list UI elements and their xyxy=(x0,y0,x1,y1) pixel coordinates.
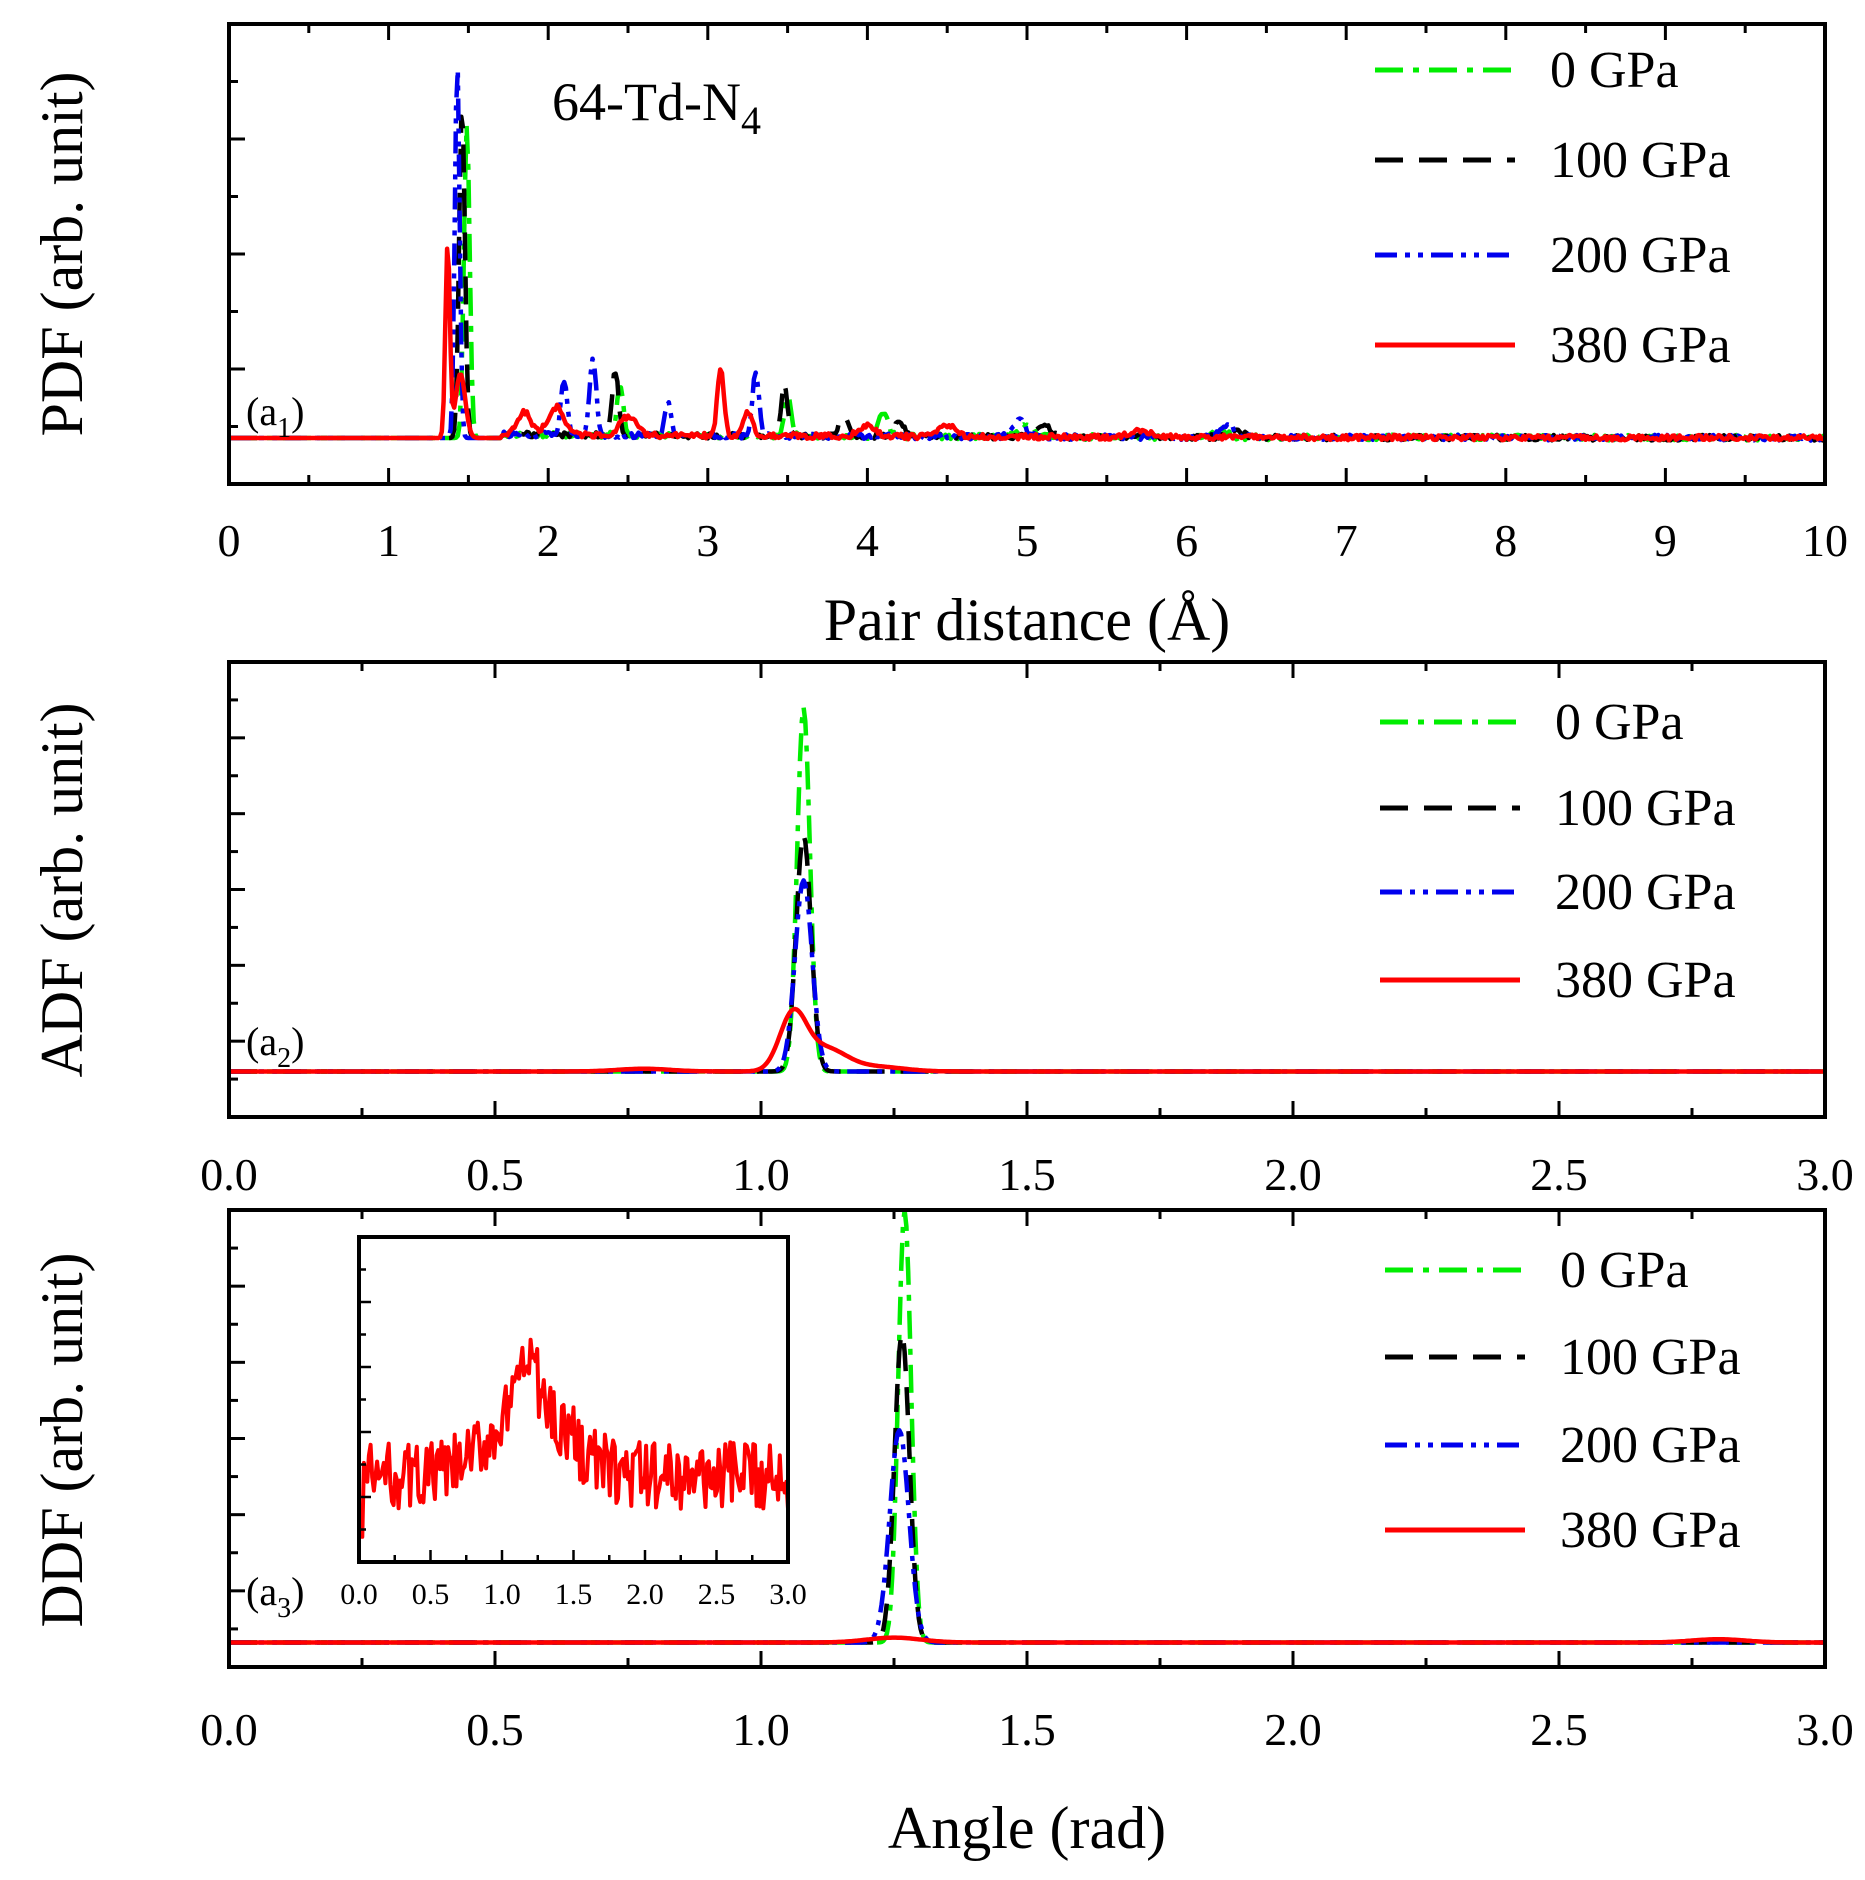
legend-entry-label: 200 GPa xyxy=(1550,227,1731,284)
x-tick-label: 2.0 xyxy=(1264,1704,1322,1755)
x-tick-label: 0 xyxy=(218,515,241,566)
x-tick-label: 6 xyxy=(1175,515,1198,566)
legend-entry-label: 380 GPa xyxy=(1555,952,1736,1009)
x-tick-label: 1.0 xyxy=(732,1704,790,1755)
x-tick-label: 1 xyxy=(377,515,400,566)
x-tick-label: 3 xyxy=(696,515,719,566)
pdf-curves xyxy=(229,67,1825,443)
pdf-tick-labels: 0 1 2 3 4 5 6 7 8 9 10 xyxy=(218,515,1849,566)
inset-x-tick-label: 0.0 xyxy=(340,1578,378,1611)
inset-series-line xyxy=(358,1337,790,1539)
x-tick-label: 1.5 xyxy=(998,1149,1056,1200)
adf-tick-labels: 0.0 0.5 1.0 1.5 2.0 2.5 3.0 xyxy=(200,1149,1854,1200)
inset-x-tick-label: 3.0 xyxy=(769,1578,807,1611)
inset-curve xyxy=(358,1337,790,1539)
legend-entry-label: 0 GPa xyxy=(1555,694,1684,751)
adf-legend: 0 GPa 100 GPa 200 GPa 380 GPa xyxy=(1380,694,1736,1009)
pdf-panel-tag: (a1) xyxy=(246,389,304,444)
x-tick-label: 0.5 xyxy=(466,1704,524,1755)
pdf-ylabel: PDF (arb. unit) xyxy=(29,72,95,437)
x-tick-label: 0.0 xyxy=(200,1149,258,1200)
adf-panel-tag: (a2) xyxy=(246,1019,304,1074)
legend-entry-label: 100 GPa xyxy=(1560,1329,1741,1386)
ddf-tick-labels: 0.0 0.5 1.0 1.5 2.0 2.5 3.0 xyxy=(200,1704,1854,1755)
inset-x-tick-label: 2.5 xyxy=(698,1578,736,1611)
inset-x-tick-label: 0.5 xyxy=(412,1578,450,1611)
series-line-380-gpa xyxy=(229,1006,1825,1074)
ddf-inset: 0.0 0.5 1.0 1.5 2.0 2.5 3.0 xyxy=(340,1235,807,1611)
series-line-380-gpa xyxy=(229,1635,1825,1645)
x-tick-label: 9 xyxy=(1654,515,1677,566)
x-tick-label: 1.5 xyxy=(998,1704,1056,1755)
x-tick-label: 1.0 xyxy=(732,1149,790,1200)
x-tick-label: 4 xyxy=(856,515,879,566)
legend-entry-label: 0 GPa xyxy=(1560,1242,1689,1299)
x-tick-label: 0.0 xyxy=(200,1704,258,1755)
adf-ylabel: ADF (arb. unit) xyxy=(29,703,95,1078)
legend-entry-label: 100 GPa xyxy=(1550,132,1731,189)
x-tick-label: 2 xyxy=(537,515,560,566)
legend-entry-label: 380 GPa xyxy=(1560,1502,1741,1559)
inset-tick-labels: 0.0 0.5 1.0 1.5 2.0 2.5 3.0 xyxy=(340,1578,807,1611)
x-tick-label: 3.0 xyxy=(1796,1704,1854,1755)
x-tick-label: 2.5 xyxy=(1530,1149,1588,1200)
ddf-legend: 0 GPa 100 GPa 200 GPa 380 GPa xyxy=(1385,1242,1741,1559)
adf-ticks xyxy=(227,662,1827,1117)
ddf-curves xyxy=(229,1210,1825,1645)
legend-entry-label: 0 GPa xyxy=(1550,42,1679,99)
x-tick-label: 2.0 xyxy=(1264,1149,1322,1200)
inset-x-tick-label: 2.0 xyxy=(626,1578,664,1611)
x-tick-label: 8 xyxy=(1494,515,1517,566)
legend-entry-label: 100 GPa xyxy=(1555,780,1736,837)
ddf-xlabel: Angle (rad) xyxy=(888,1795,1166,1861)
inset-ticks xyxy=(357,1268,790,1562)
panel-pdf: 0 1 2 3 4 5 6 7 8 9 10 64-Td-N4 (a1) 0 GPa 100 GPa 2… xyxy=(29,22,1849,653)
x-tick-label: 7 xyxy=(1335,515,1358,566)
inset-background xyxy=(359,1237,788,1562)
inset-x-tick-label: 1.0 xyxy=(483,1578,521,1611)
pdf-title: 64-Td-N4 xyxy=(552,72,761,143)
legend-entry-label: 200 GPa xyxy=(1555,864,1736,921)
x-tick-label: 0.5 xyxy=(466,1149,524,1200)
panel-ddf: 0.0 0.5 1.0 1.5 2.0 2.5 3.0 (a3) 0.0 0.5 1.0 1.5 2… xyxy=(29,1208,1854,1861)
adf-curves xyxy=(229,705,1825,1074)
x-tick-label: 5 xyxy=(1016,515,1039,566)
pdf-legend: 0 GPa 100 GPa 200 GPa 380 GPa xyxy=(1375,42,1731,374)
series-line-380-gpa xyxy=(229,246,1825,443)
ddf-ylabel: DDF (arb. unit) xyxy=(29,1253,95,1628)
panel-adf: 0.0 0.5 1.0 1.5 2.0 2.5 3.0 (a2) 0 GPa 100 GPa 2… xyxy=(29,660,1854,1200)
x-tick-label: 3.0 xyxy=(1796,1149,1854,1200)
ddf-panel-tag: (a3) xyxy=(246,1569,304,1624)
pdf-ticks xyxy=(227,24,1827,484)
x-tick-label: 2.5 xyxy=(1530,1704,1588,1755)
legend-entry-label: 380 GPa xyxy=(1550,317,1731,374)
pdf-xlabel: Pair distance (Å) xyxy=(824,587,1231,653)
legend-entry-label: 200 GPa xyxy=(1560,1417,1741,1474)
ddf-ticks xyxy=(227,1210,1827,1667)
inset-x-tick-label: 1.5 xyxy=(555,1578,593,1611)
x-tick-label: 10 xyxy=(1802,515,1848,566)
